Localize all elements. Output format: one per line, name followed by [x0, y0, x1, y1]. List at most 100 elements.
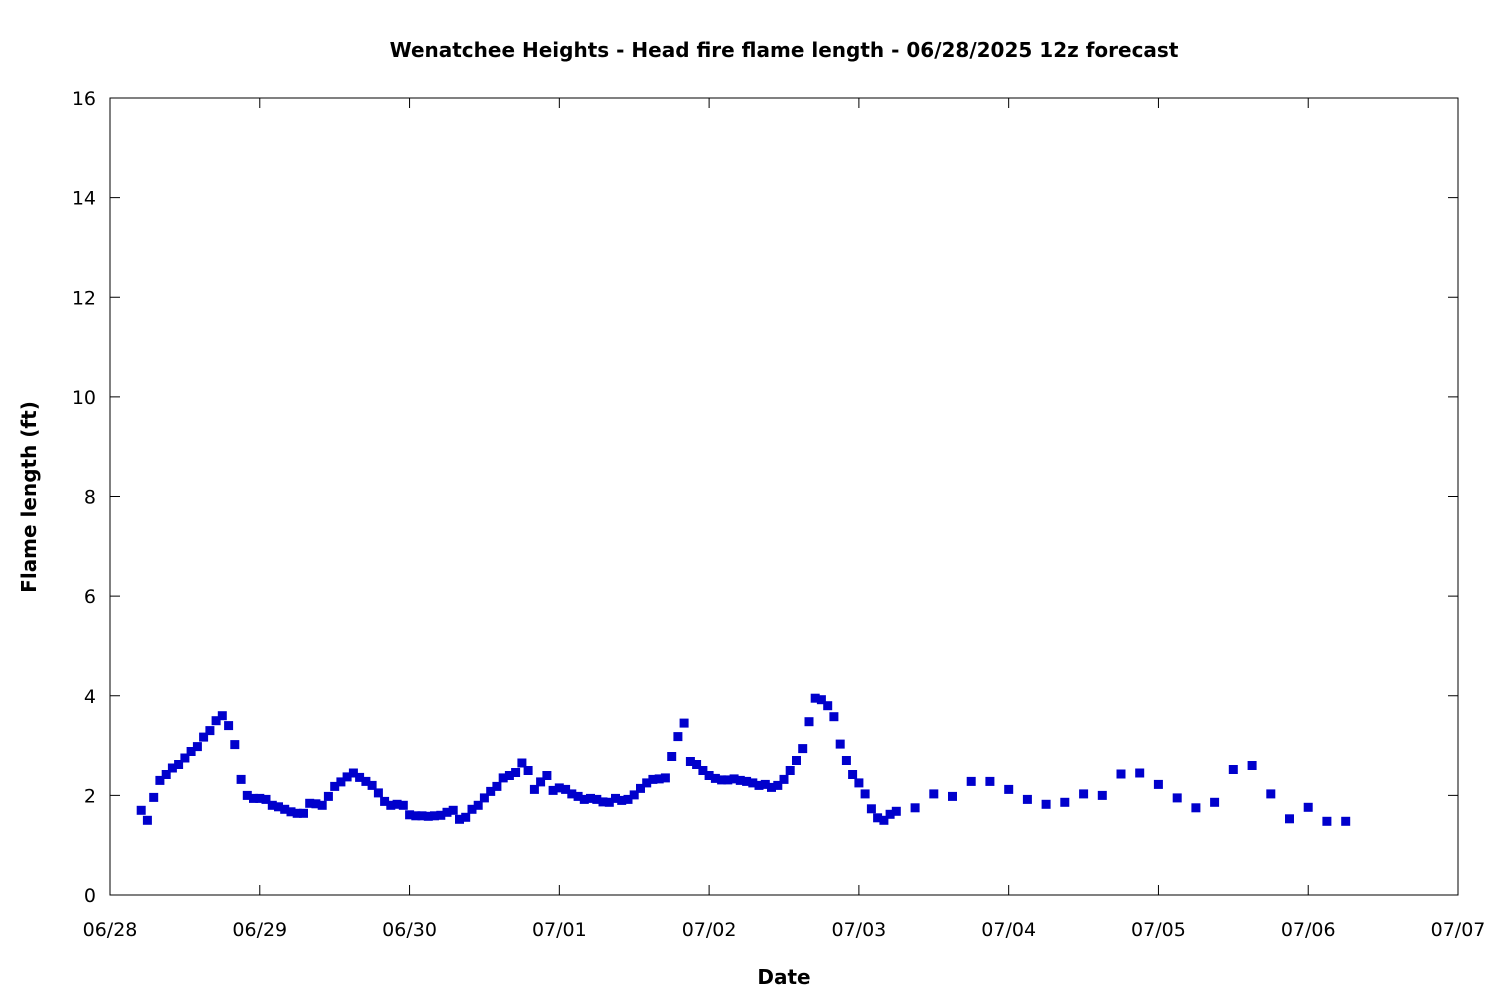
data-point [592, 794, 602, 804]
data-point [1060, 797, 1070, 807]
data-point [529, 784, 539, 794]
data-point [704, 771, 714, 780]
data-point [1303, 802, 1313, 812]
data-point [355, 772, 365, 782]
data-point [785, 766, 795, 775]
data-point [311, 799, 321, 809]
y-tick-label: 6 [84, 586, 96, 608]
data-point [623, 794, 633, 804]
data-point [461, 812, 471, 822]
data-point [685, 757, 695, 766]
x-tick-labels: 06/28 06/29 06/30 07/01 07/02 07/03 07/04 07/05… [83, 919, 1486, 941]
data-point [1210, 797, 1220, 807]
data-point [804, 717, 814, 727]
data-point [1022, 794, 1032, 804]
data-point [1172, 793, 1182, 803]
data-point [586, 793, 595, 803]
x-tick-label: 07/04 [981, 919, 1036, 941]
data-point [392, 799, 402, 809]
data-point [274, 802, 283, 812]
data-point [810, 693, 820, 703]
data-point [1041, 799, 1051, 809]
data-point [267, 800, 277, 810]
data-point [192, 742, 202, 752]
data-point [561, 784, 571, 794]
x-tick-label: 07/05 [1131, 919, 1186, 941]
data-point [679, 718, 689, 728]
data-point [149, 792, 159, 802]
data-point [548, 785, 558, 795]
data-point [1247, 761, 1257, 770]
data-point [136, 805, 146, 815]
data-point [292, 808, 302, 818]
data-point [885, 809, 895, 819]
data-point [723, 775, 733, 785]
data-point [380, 796, 390, 806]
data-point [779, 774, 789, 784]
data-point [729, 774, 739, 784]
data-point [860, 789, 870, 799]
data-point [511, 768, 521, 777]
x-tick-label: 07/02 [682, 919, 737, 941]
x-tick-label: 07/01 [532, 919, 587, 941]
data-point [342, 772, 352, 782]
data-point [760, 779, 770, 789]
data-point [910, 803, 920, 813]
data-point [579, 794, 589, 804]
data-point [317, 800, 327, 810]
data-point [1266, 789, 1276, 799]
data-point [167, 763, 177, 773]
data-point [467, 804, 477, 814]
data-point [498, 773, 508, 783]
data-point [1097, 790, 1107, 800]
x-tick-label: 06/28 [83, 919, 138, 941]
data-point [1116, 769, 1126, 779]
data-point [455, 814, 464, 824]
y-tick-label: 14 [72, 188, 96, 210]
y-tick-label: 4 [84, 686, 96, 708]
axis-ticks [109, 97, 1459, 896]
data-point [542, 771, 552, 780]
y-tick-label: 8 [84, 487, 96, 509]
data-points [136, 693, 1351, 826]
data-point [1341, 816, 1351, 826]
data-point [1191, 803, 1201, 813]
data-point [504, 771, 514, 780]
data-point [692, 760, 702, 769]
data-point [848, 770, 858, 779]
data-point [242, 790, 252, 800]
data-point [423, 811, 433, 821]
data-point [430, 811, 439, 821]
data-point [199, 732, 209, 742]
x-tick-label: 07/06 [1281, 919, 1336, 941]
data-point [835, 739, 845, 749]
y-axis-label: Flame length (ft) [17, 401, 41, 593]
data-point [866, 804, 876, 814]
data-point [205, 726, 215, 736]
y-tick-label: 16 [72, 88, 96, 110]
data-point [174, 760, 184, 769]
data-point [417, 811, 427, 821]
data-point [667, 752, 677, 761]
data-point [642, 778, 652, 788]
data-point [373, 788, 383, 798]
data-point [673, 732, 683, 742]
data-point [660, 773, 670, 783]
data-point [536, 777, 546, 787]
data-point [611, 793, 620, 803]
data-point [717, 775, 727, 785]
data-point [523, 766, 533, 775]
data-point [767, 782, 776, 792]
data-point [698, 766, 708, 775]
y-tick-label: 2 [84, 785, 96, 807]
data-point [929, 789, 939, 799]
data-point [230, 740, 240, 750]
data-point [155, 775, 165, 785]
y-tick-labels: 0 2 4 6 8 10 12 14 16 [72, 88, 96, 907]
data-point [442, 807, 452, 817]
data-point [754, 780, 764, 790]
data-point [479, 793, 489, 803]
data-point [798, 744, 808, 754]
y-tick-label: 0 [84, 885, 96, 907]
data-point [816, 695, 826, 705]
